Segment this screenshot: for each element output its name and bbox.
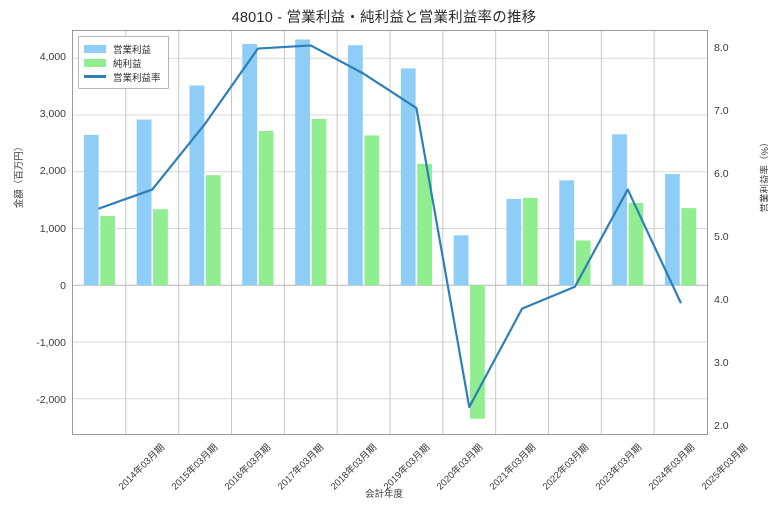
legend-label: 営業利益 [113,44,152,56]
bar-純利益-2025年03月期 [681,208,697,286]
legend-swatch-icon [84,58,106,67]
bar-純利益-2015年03月期 [153,209,168,286]
bar-営業利益-2016年03月期 [189,85,205,286]
x-tick-2017年03月期: 2017年03月期 [275,442,326,493]
x-tick-2025年03月期: 2025年03月期 [699,442,750,493]
plot-canvas [73,31,707,434]
bar-営業利益-2024年03月期 [612,134,627,286]
chart-title: 48010 - 営業利益・純利益と営業利益率の推移 [231,10,537,26]
y-tick-right-6: 6.0 [714,167,729,180]
legend-swatch-icon [84,44,106,53]
bar-純利益-2021年03月期 [470,285,485,419]
bar-純利益-2014年03月期 [100,216,116,286]
line-営業利益率 [98,44,682,409]
y-tick-left-2000: 2,000 [39,165,66,178]
x-axis-title: 会計年度 [364,489,403,500]
x-tick-2021年03月期: 2021年03月期 [487,442,538,493]
y-tick-right-3: 3.0 [714,356,729,369]
y-tick-right-8: 8.0 [714,41,729,54]
bar-営業利益-2020年03月期 [400,68,416,286]
y-tick-right-7: 7.0 [714,104,729,117]
x-axis-ticks: 2014年03月期 2015年03月期 2016年03月期 2017年03月期 2018… [72,438,749,492]
y-tick-right-2: 2.0 [714,419,729,432]
x-tick-2022年03月期: 2022年03月期 [540,442,591,493]
x-tick-2020年03月期: 2020年03月期 [434,442,485,493]
x-tick-2023年03月期: 2023年03月期 [593,442,644,493]
bar-営業利益-2023年03月期 [559,180,575,286]
y-tick-right-4: 4.0 [714,293,729,306]
legend-item-営業利益[interactable]: 営業利益 [84,42,161,56]
bar-純利益-2018年03月期 [311,118,327,286]
bar-純利益-2017年03月期 [258,130,274,286]
bar-純利益-2023年03月期 [575,240,591,286]
bar-営業利益-2018年03月期 [295,39,310,286]
legend-label: 営業利益率 [113,72,161,84]
bar-営業利益-2014年03月期 [83,134,99,286]
x-tick-2015年03月期: 2015年03月期 [169,442,220,493]
x-tick-2024年03月期: 2024年03月期 [646,442,697,493]
y-tick-right-5: 5.0 [714,230,729,243]
bar-純利益-2024年03月期 [628,202,644,286]
plot-area [72,30,708,435]
legend-label: 純利益 [113,58,142,70]
bar-純利益-2016年03月期 [205,175,221,286]
y-axis-right-ticks: 8.0 7.0 6.0 5.0 4.0 3.0 2.0 [714,30,764,435]
y-tick-left--1000: -1,000 [36,336,66,349]
legend-item-純利益[interactable]: 純利益 [84,56,161,70]
bar-営業利益-2022年03月期 [506,199,522,286]
y-tick-left-4000: 4,000 [39,51,66,64]
chart-legend: 営業利益純利益営業利益率 [78,36,169,89]
legend-swatch-icon [84,75,106,78]
bar-営業利益-2015年03月期 [136,119,152,286]
x-tick-2018年03月期: 2018年03月期 [328,442,379,493]
bar-営業利益-2025年03月期 [664,174,680,286]
x-tick-2016年03月期: 2016年03月期 [222,442,273,493]
y-axis-left-ticks: 4,000 3,000 2,000 1,000 0 -1,000 -2,000 [0,30,66,435]
x-tick-2019年03月期: 2019年03月期 [381,442,432,493]
bar-純利益-2019年03月期 [364,135,380,286]
y-tick-left--2000: -2,000 [36,393,66,406]
y-tick-left-0: 0 [60,279,66,292]
x-tick-2014年03月期: 2014年03月期 [116,442,167,493]
bar-営業利益-2019年03月期 [347,45,363,286]
bar-純利益-2020年03月期 [417,163,433,286]
legend-item-営業利益率[interactable]: 営業利益率 [84,70,161,84]
y-tick-left-1000: 1,000 [39,222,66,235]
bar-営業利益-2021年03月期 [453,235,469,286]
y-tick-left-3000: 3,000 [39,108,66,121]
bar-営業利益-2017年03月期 [242,44,258,286]
bar-純利益-2022年03月期 [522,197,538,286]
